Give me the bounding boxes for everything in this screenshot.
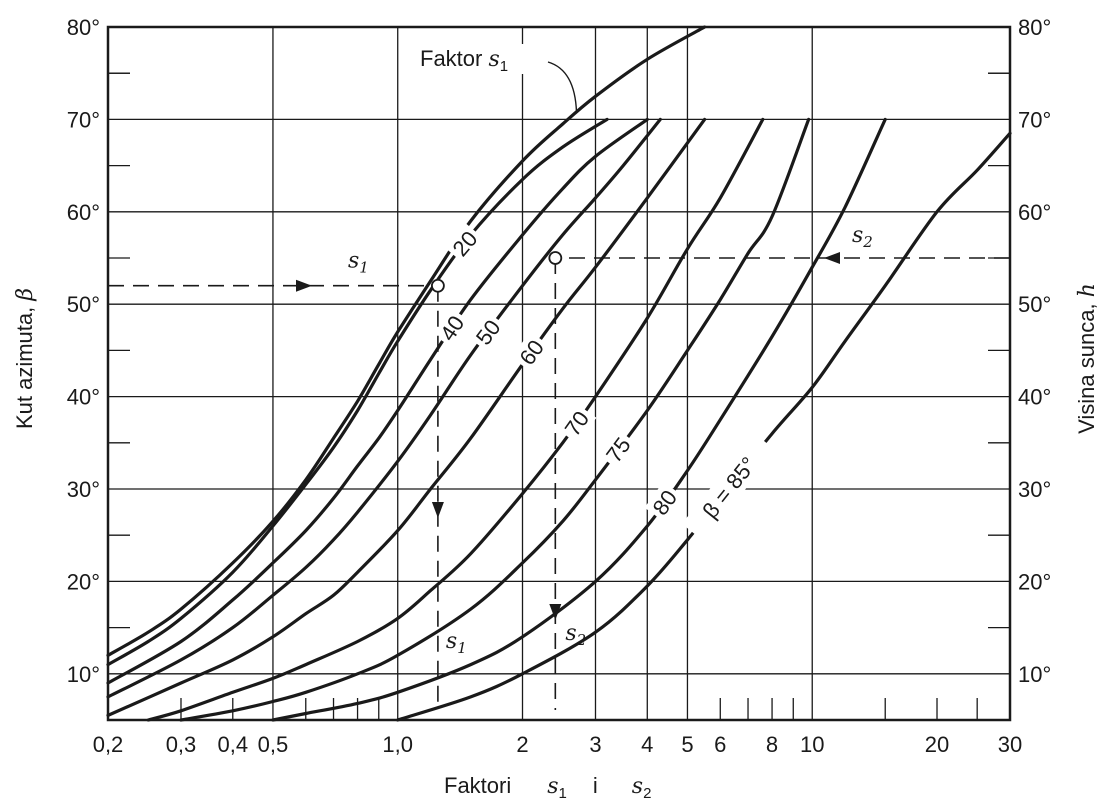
y-left-axis-title-text: Kut azimuta,	[12, 301, 37, 429]
x-tick-label-0,5: 0,5	[258, 732, 289, 757]
x-axis-title-text: Faktori	[444, 773, 511, 798]
curve-40	[106, 117, 649, 685]
x-tick-label-20: 20	[925, 732, 949, 757]
y-left-tick-label-30: 30°	[67, 477, 100, 502]
s1-label-vertical-symbol: s	[446, 629, 457, 654]
curve-label-bg-70	[556, 402, 597, 444]
curve-label-bg-85	[681, 433, 777, 542]
y-right-axis-title-symbol: h	[1075, 283, 1100, 297]
x-tick-label-0,2: 0,2	[93, 732, 124, 757]
tick-labels: 0,2 0,3 0,4 0,5 1,0 2 3 4 5 6 8 10 20 30 10° 10° 20° 20° 3…	[67, 15, 1052, 757]
s1-arrow-down	[431, 502, 444, 518]
y-left-axis-title: Kut azimuta, β	[12, 288, 38, 429]
x-tick-label-10: 10	[800, 732, 824, 757]
curve-label-bg-40	[432, 307, 472, 349]
x-tick-label-3: 3	[589, 732, 601, 757]
x-tick-label-0,4: 0,4	[217, 732, 248, 757]
y-left-axis-title-symbol: β	[13, 288, 38, 302]
s1-label-horizontal-symbol: s	[348, 249, 359, 274]
y-right-tick-label-40: 40°	[1018, 385, 1051, 410]
y-left-tick-label-80: 80°	[67, 15, 100, 40]
s1-arrow-right	[296, 279, 312, 292]
s2-label-vertical: s2	[565, 621, 586, 649]
y-left-tick-label-60: 60°	[67, 200, 100, 225]
curve-75	[179, 117, 811, 722]
curve-50	[106, 117, 662, 699]
s2-arrow-down	[549, 604, 562, 620]
y-right-tick-label-80: 80°	[1018, 15, 1051, 40]
faktor-s1-label: Faktor s1	[420, 46, 508, 75]
x-tick-label-2: 2	[516, 732, 528, 757]
s2-arrow-left	[824, 252, 840, 264]
curve-20	[106, 117, 609, 667]
y-right-tick-label-30: 30°	[1018, 477, 1051, 502]
x-tick-label-1,0: 1,0	[382, 732, 413, 757]
faktor-s1-label-subscript: 1	[500, 58, 508, 75]
y-right-tick-label-50: 50°	[1018, 292, 1051, 317]
x-axis-title-conjunction: i	[593, 773, 598, 798]
x-tick-label-8: 8	[766, 732, 778, 757]
curve-label-bg-75	[598, 429, 639, 471]
s1-label-vertical-subscript: 1	[457, 639, 467, 657]
grid	[108, 27, 1010, 720]
s1-label-vertical: s1	[446, 629, 467, 657]
curve-faktor-s1	[106, 25, 707, 657]
y-right-tick-label-60: 60°	[1018, 200, 1051, 225]
s2-label-vertical-symbol: s	[565, 621, 576, 646]
x-tick-label-5: 5	[681, 732, 693, 757]
y-right-axis-title-text: Visina sunca,	[1074, 297, 1099, 434]
y-left-tick-label-40: 40°	[67, 385, 100, 410]
s2-point	[548, 251, 563, 265]
s1-label-horizontal: s1	[348, 249, 369, 277]
faktor-s1-leader	[547, 61, 578, 113]
s1-point	[430, 278, 445, 293]
curve-label-bg-20	[444, 222, 485, 264]
x-axis-title-s2: s	[632, 774, 643, 799]
x-axis-title-s1: s	[547, 774, 558, 799]
s2-label-horizontal-symbol: s	[852, 223, 863, 248]
y-right-tick-label-20: 20°	[1018, 569, 1051, 594]
y-left-tick-label-50: 50°	[67, 292, 100, 317]
y-left-tick-label-20: 20°	[67, 569, 100, 594]
plot-frame	[106, 25, 1012, 722]
x-axis-title: Faktori s1 i s2	[444, 773, 651, 802]
s2-label-vertical-subscript: 2	[576, 631, 587, 649]
x-tick-label-30: 30	[998, 732, 1022, 757]
s2-label-horizontal-subscript: 2	[862, 233, 873, 251]
y-left-tick-label-70: 70°	[67, 107, 100, 132]
curve-label-bg-60	[511, 331, 552, 373]
faktor-label-bg	[414, 44, 544, 74]
faktor-s1-label-text: Faktor	[420, 46, 488, 71]
faktor-s1-label-symbol: s	[488, 47, 499, 72]
y-right-tick-label-70: 70°	[1018, 107, 1051, 132]
x-tick-label-4: 4	[641, 732, 653, 757]
x-tick-label-6: 6	[714, 732, 726, 757]
y-right-tick-label-10: 10°	[1018, 662, 1051, 687]
curve-label-bg-80	[644, 481, 685, 523]
curve-70	[146, 117, 765, 722]
x-axis-title-s1-sub: 1	[559, 785, 567, 802]
x-tick-label-0,3: 0,3	[166, 732, 197, 757]
y-left-tick-label-10: 10°	[67, 662, 100, 687]
ticks	[108, 72, 1010, 720]
curve-60	[106, 117, 707, 717]
curve-80	[271, 117, 887, 722]
x-axis-title-s2-sub: 2	[643, 785, 651, 802]
s2-label-horizontal: s2	[852, 223, 873, 251]
s1-label-horizontal-subscript: 1	[359, 259, 369, 277]
curve-label-bg-50	[467, 311, 508, 353]
y-right-axis-title: Visina sunca, h	[1074, 283, 1100, 434]
